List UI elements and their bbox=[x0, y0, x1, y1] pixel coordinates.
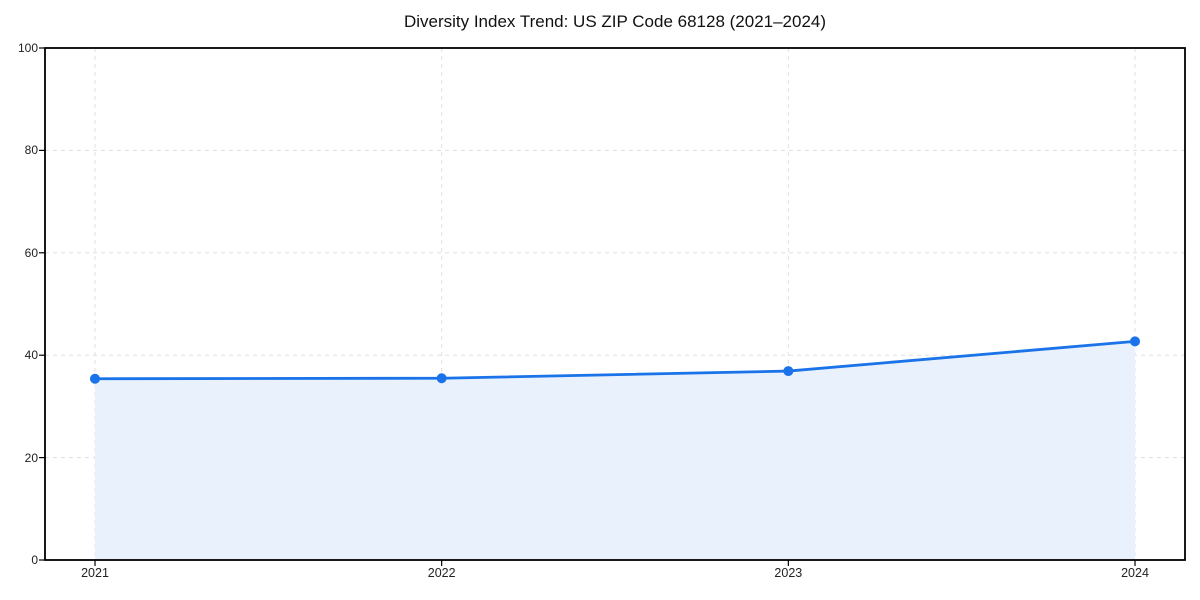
x-tick-label: 2022 bbox=[427, 566, 456, 580]
y-tick-label: 20 bbox=[24, 450, 38, 465]
y-tick-label: 100 bbox=[17, 41, 38, 55]
data-point-marker bbox=[1130, 336, 1140, 347]
y-tick-label: 80 bbox=[24, 143, 38, 158]
data-point-marker bbox=[90, 373, 100, 384]
chart-title: Diversity Index Trend: US ZIP Code 68128… bbox=[403, 12, 827, 31]
y-tick-label: 0 bbox=[31, 553, 38, 567]
area-fill bbox=[95, 341, 1135, 560]
data-point-marker bbox=[783, 366, 794, 377]
plot-svg bbox=[39, 47, 1186, 566]
x-tick-label: 2023 bbox=[774, 566, 803, 580]
trend-line bbox=[93, 339, 1137, 381]
x-tick-label: 2024 bbox=[1121, 566, 1149, 580]
plot-border bbox=[44, 47, 1186, 561]
plot-area bbox=[39, 47, 1186, 566]
y-tick-label: 40 bbox=[24, 348, 38, 363]
data-point-marker bbox=[436, 373, 447, 384]
y-tick-label: 60 bbox=[24, 245, 38, 260]
x-tick-label: 2021 bbox=[81, 566, 109, 580]
